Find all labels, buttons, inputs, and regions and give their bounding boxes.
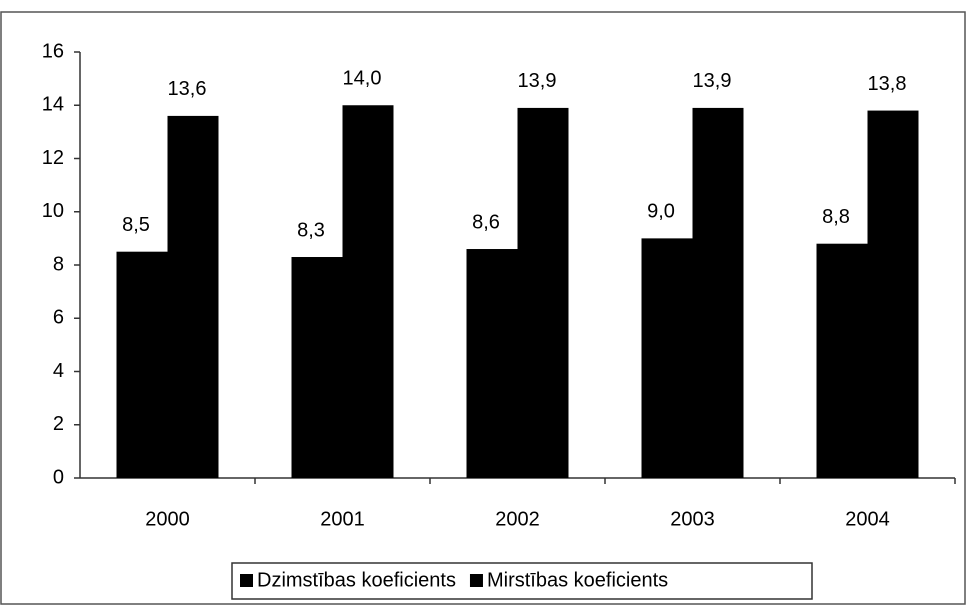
y-tick-label: 2 [53, 413, 64, 435]
bar [641, 238, 693, 478]
bar [116, 251, 168, 478]
bar [816, 243, 868, 478]
x-tick-label: 2001 [320, 508, 365, 530]
value-label: 8,3 [297, 219, 325, 241]
value-label: 8,6 [472, 211, 500, 233]
y-tick-label: 0 [53, 466, 64, 488]
bar [466, 249, 518, 478]
chart-frame [0, 11, 966, 605]
value-label: 13,8 [868, 73, 907, 95]
bar [692, 107, 744, 478]
value-label: 14,0 [343, 68, 382, 90]
bar [517, 107, 569, 478]
y-tick-label: 12 [42, 147, 64, 169]
legend-box [231, 562, 813, 600]
x-tick-label: 2003 [670, 508, 715, 530]
legend-swatch [240, 574, 253, 587]
x-tick-label: 2000 [145, 508, 190, 530]
value-label: 13,9 [518, 70, 557, 92]
legend-label: Dzimstības koeficients [257, 569, 456, 591]
legend-swatch [469, 574, 483, 587]
x-tick-label: 2004 [845, 508, 890, 530]
value-label: 13,6 [168, 78, 207, 100]
y-tick-label: 10 [42, 200, 64, 222]
bar [291, 257, 343, 478]
bar [167, 115, 219, 479]
bar [867, 110, 919, 478]
value-label: 13,9 [693, 70, 732, 92]
y-tick-label: 14 [42, 94, 64, 116]
value-label: 8,5 [122, 214, 150, 236]
y-tick-label: 16 [42, 40, 64, 62]
legend-label: Mirstības koeficients [487, 569, 668, 591]
y-tick-label: 6 [53, 307, 64, 329]
bar [342, 105, 394, 478]
x-tick-label: 2002 [495, 508, 540, 530]
value-label: 8,8 [822, 206, 850, 228]
y-tick-label: 8 [53, 253, 64, 275]
y-tick-label: 4 [53, 360, 64, 382]
value-label: 9,0 [647, 201, 675, 223]
